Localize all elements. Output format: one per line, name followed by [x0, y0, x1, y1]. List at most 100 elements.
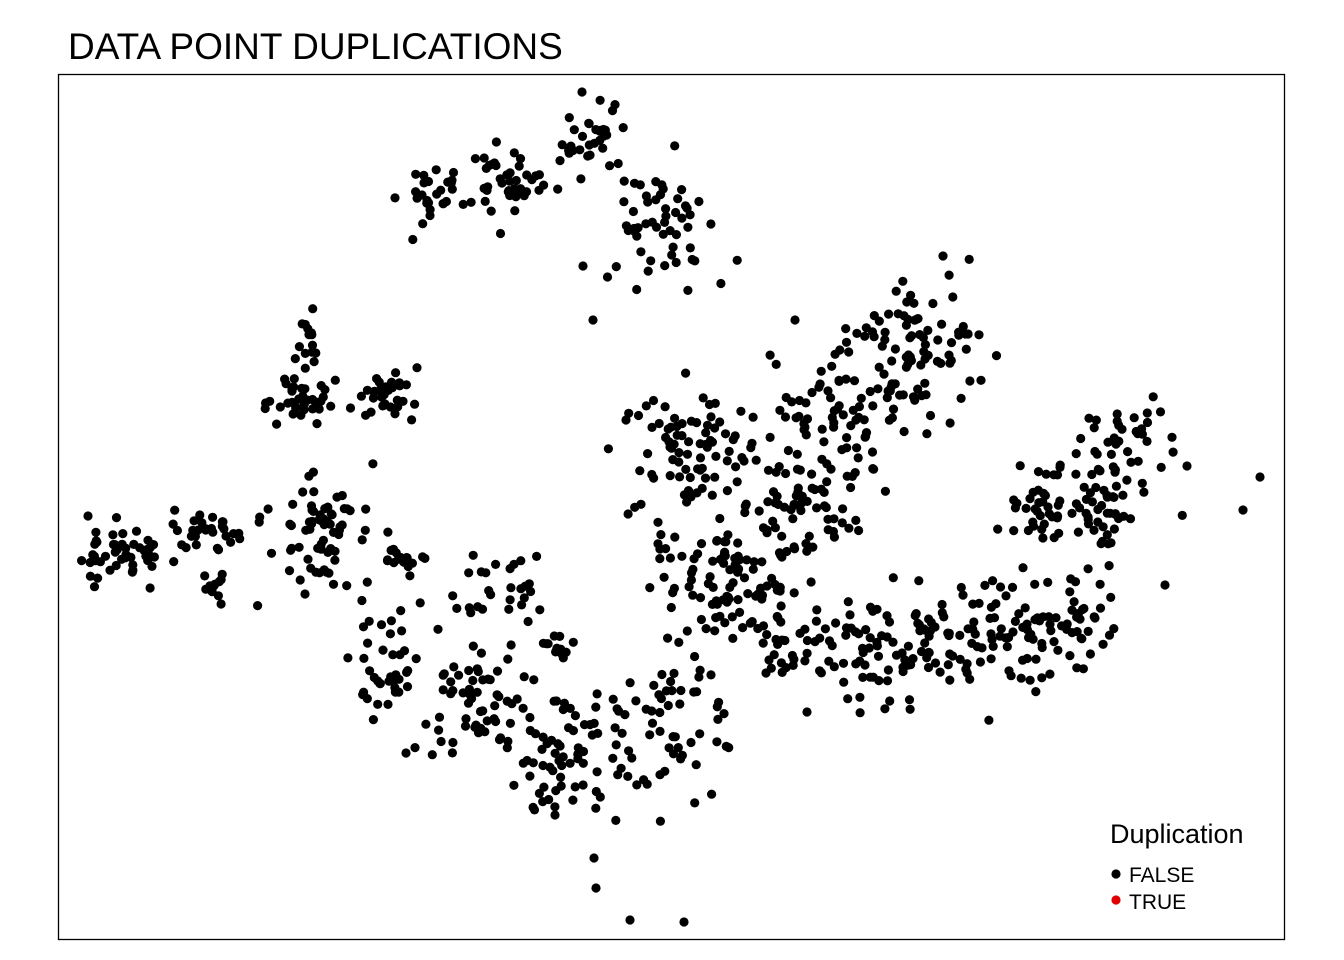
data-point	[228, 529, 239, 539]
data-point	[745, 618, 755, 628]
data-point	[988, 641, 998, 652]
data-point	[865, 633, 875, 643]
data-point	[974, 598, 984, 609]
data-point	[1110, 467, 1120, 477]
data-point	[1160, 580, 1170, 590]
data-point	[855, 708, 865, 718]
data-point	[807, 387, 817, 398]
data-point	[1031, 687, 1041, 697]
data-point	[706, 412, 716, 422]
data-point	[448, 737, 458, 748]
data-point	[441, 196, 451, 207]
data-point	[733, 595, 743, 605]
data-point	[307, 340, 318, 350]
data-point	[1083, 519, 1094, 529]
data-point	[120, 553, 130, 563]
data-point	[1053, 645, 1063, 655]
data-point	[598, 143, 608, 153]
data-point	[815, 633, 825, 643]
data-point	[505, 718, 515, 728]
data-point	[854, 525, 864, 536]
data-point	[298, 487, 308, 497]
data-point	[861, 625, 871, 635]
data-point	[307, 394, 318, 405]
data-point	[294, 342, 304, 352]
data-point	[418, 219, 428, 229]
data-point	[263, 504, 273, 514]
data-point	[145, 583, 155, 593]
data-point	[735, 607, 745, 618]
data-point	[410, 743, 420, 753]
data-point	[1102, 530, 1112, 540]
data-point	[216, 575, 226, 585]
data-point	[958, 590, 968, 600]
data-point	[1137, 424, 1147, 434]
data-point	[777, 667, 787, 678]
data-point	[757, 594, 767, 604]
data-point	[1037, 673, 1047, 683]
data-point	[884, 415, 895, 425]
data-point	[1142, 436, 1152, 446]
data-point	[1007, 582, 1018, 593]
data-point	[1079, 482, 1089, 492]
data-point	[472, 687, 482, 697]
data-point	[383, 555, 393, 565]
data-point	[858, 647, 868, 658]
data-point	[658, 229, 668, 239]
data-point	[845, 610, 855, 620]
data-point	[741, 499, 751, 509]
data-point	[1045, 669, 1055, 679]
data-point	[648, 395, 659, 406]
data-point	[748, 412, 758, 422]
data-point	[565, 758, 575, 768]
data-point	[846, 482, 856, 493]
data-point	[872, 641, 883, 651]
data-point	[789, 654, 799, 665]
data-point	[666, 602, 676, 613]
data-point	[713, 714, 723, 725]
data-point	[680, 201, 691, 211]
data-point	[701, 624, 711, 634]
data-point	[1108, 492, 1118, 502]
data-point	[893, 309, 903, 319]
data-point	[291, 402, 301, 412]
data-point	[911, 609, 921, 619]
data-point	[464, 568, 474, 578]
data-point	[290, 354, 300, 364]
data-point	[1089, 423, 1099, 433]
data-point	[616, 763, 626, 773]
data-point	[655, 726, 665, 737]
data-point	[842, 433, 852, 443]
data-point	[478, 706, 488, 716]
data-point	[190, 531, 200, 542]
data-point	[490, 701, 500, 711]
data-point	[654, 418, 664, 429]
data-point	[411, 654, 421, 664]
data-point	[771, 359, 781, 369]
data-point	[365, 666, 375, 676]
data-point	[936, 358, 946, 368]
data-point	[837, 445, 847, 455]
data-point	[823, 386, 833, 396]
data-point	[473, 602, 483, 612]
data-point	[452, 603, 462, 614]
data-point	[639, 775, 649, 785]
data-point	[359, 687, 369, 697]
data-point	[602, 272, 613, 282]
data-point	[675, 472, 685, 482]
data-point	[1001, 591, 1011, 601]
data-point	[363, 638, 373, 648]
data-point	[985, 613, 995, 624]
data-point	[817, 424, 827, 434]
data-point	[746, 443, 756, 453]
data-point	[963, 624, 973, 634]
data-point	[1085, 649, 1095, 659]
data-point	[357, 595, 367, 606]
data-point	[868, 464, 878, 474]
data-point	[659, 572, 669, 582]
data-point	[902, 297, 912, 307]
data-point	[466, 197, 476, 207]
data-point	[773, 639, 783, 650]
data-point	[502, 696, 512, 706]
data-point	[732, 255, 742, 265]
